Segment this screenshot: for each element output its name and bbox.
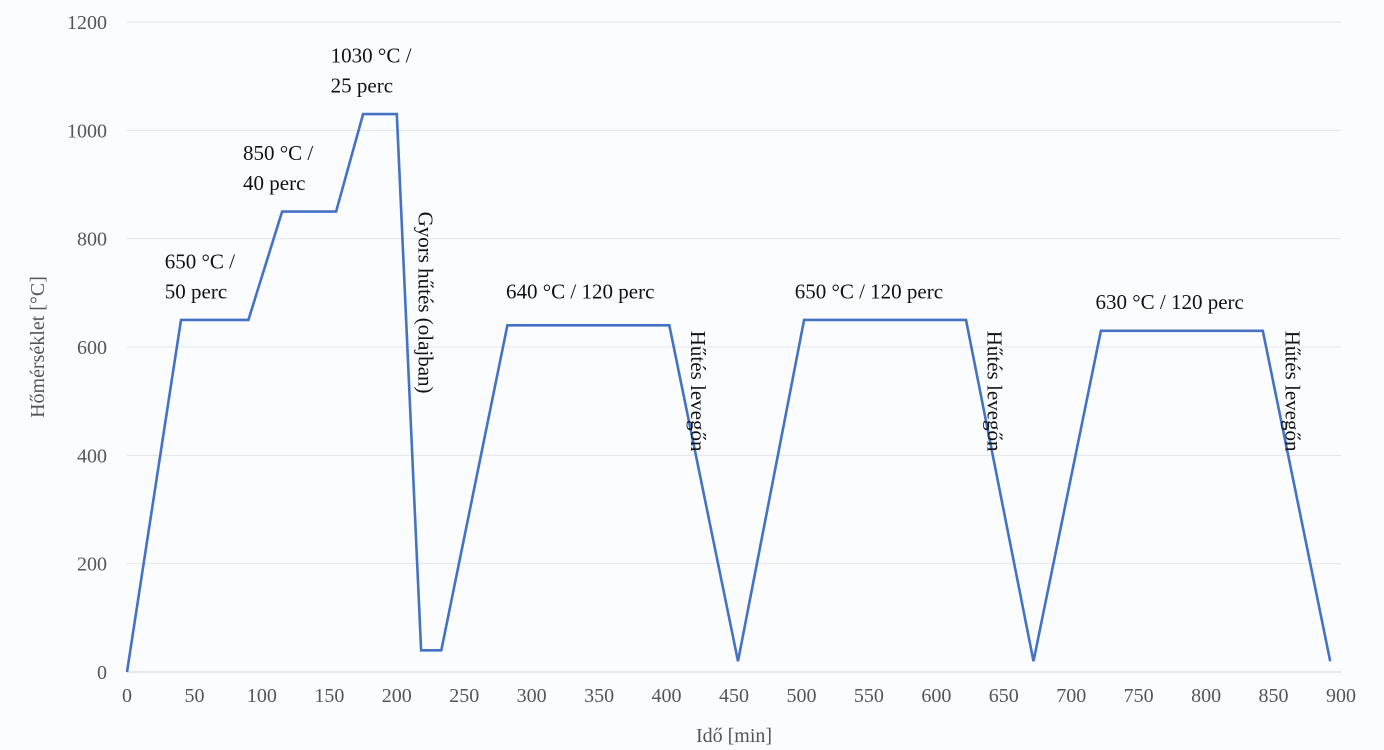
annotation-label: 650 °C / 120 perc — [795, 279, 943, 303]
x-tick-label: 350 — [584, 685, 614, 707]
annotation-label: 630 °C / 120 perc — [1096, 290, 1244, 314]
x-tick-label: 400 — [652, 685, 682, 707]
annotation-label: Gyors hűtés (olajban) — [413, 212, 437, 394]
x-tick-label: 150 — [314, 685, 344, 707]
x-tick-label: 50 — [184, 685, 204, 707]
x-tick-label: 850 — [1259, 685, 1289, 707]
x-tick-label: 250 — [449, 685, 479, 707]
x-tick-label: 650 — [989, 685, 1019, 707]
x-tick-label: 500 — [786, 685, 816, 707]
x-tick-label: 550 — [854, 685, 884, 707]
x-tick-label: 800 — [1191, 685, 1221, 707]
annotation-label: 650 °C /50 perc — [165, 249, 235, 303]
series-line — [125, 112, 1332, 673]
x-axis-title: Idő [min] — [696, 725, 772, 747]
y-tick-label: 200 — [77, 554, 107, 576]
y-tick-label: 0 — [97, 662, 107, 684]
x-tick-label: 900 — [1326, 685, 1356, 707]
annotation-label: Hűtés levegőn — [1281, 331, 1305, 452]
x-tick-labels: 0 50 100 150 200 250 300 350 400 450 500 550 600 650 7… — [122, 685, 1356, 707]
y-tick-label: 1000 — [67, 120, 107, 142]
x-tick-label: 100 — [247, 685, 277, 707]
x-tick-label: 700 — [1056, 685, 1086, 707]
annotation-label: 1030 °C /25 perc — [331, 44, 412, 98]
annotation-label: 640 °C / 120 perc — [506, 279, 654, 303]
x-tick-label: 300 — [517, 685, 547, 707]
x-tick-label: 750 — [1124, 685, 1154, 707]
x-tick-label: 600 — [921, 685, 951, 707]
y-tick-label: 800 — [77, 229, 107, 251]
x-tick-label: 0 — [122, 685, 132, 707]
y-tick-labels: 0 200 400 600 800 1000 1200 — [67, 12, 107, 684]
annotation-label: 850 °C /40 perc — [243, 141, 313, 195]
y-tick-label: 400 — [77, 445, 107, 467]
series-layer — [125, 112, 1332, 673]
x-tick-label: 200 — [382, 685, 412, 707]
x-tick-label: 450 — [719, 685, 749, 707]
grid-layer — [127, 21, 1341, 673]
y-axis-title: Hőmérséklet [°C] — [27, 276, 49, 418]
annotation-label: Hűtés levegőn — [686, 331, 710, 452]
annotation-label: Hűtés levegőn — [983, 331, 1007, 452]
y-tick-label: 1200 — [67, 12, 107, 34]
y-tick-label: 600 — [77, 337, 107, 359]
